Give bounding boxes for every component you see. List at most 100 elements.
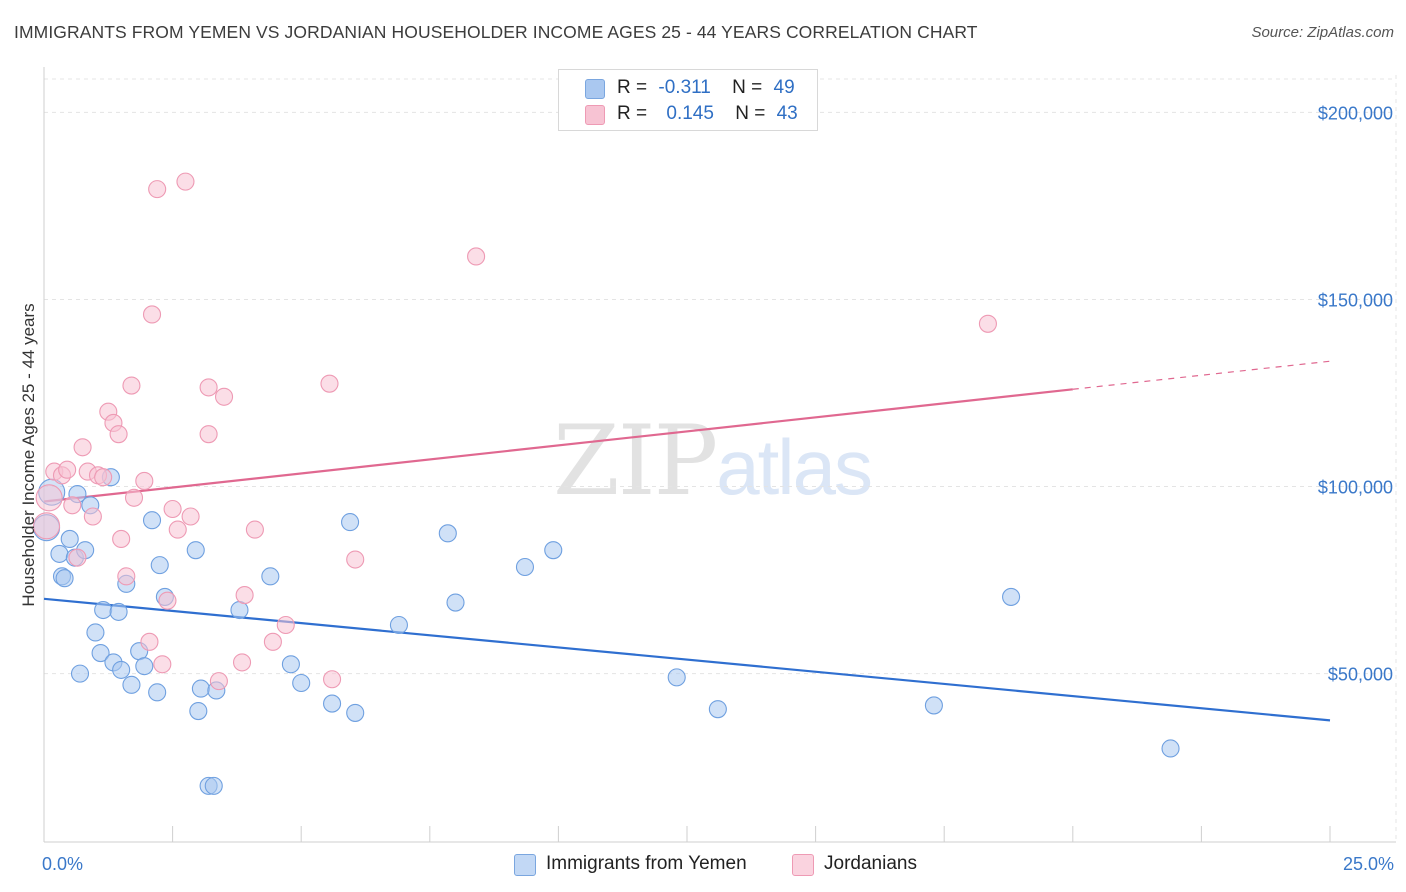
point-jordanians-21 (148, 180, 167, 199)
point-jordanians-25 (168, 520, 187, 539)
trend-lines (43, 360, 1331, 722)
trend-line-dashed-1 (1072, 360, 1331, 390)
point-jordanians-34 (245, 520, 264, 539)
point-yemen-21 (135, 657, 154, 676)
point-jordanians-27 (181, 507, 200, 526)
y-tick-label: $150,000 (1318, 290, 1393, 310)
point-jordanians-16 (122, 376, 141, 395)
point-jordanians-42 (35, 484, 63, 512)
chart-source: Source: ZipAtlas.com (1251, 24, 1394, 41)
point-yemen-8 (70, 664, 90, 683)
point-yemen-36 (323, 694, 342, 713)
point-yemen-12 (91, 644, 110, 663)
axis-labels: $50,000 $100,000 $150,000 $200,000 0.0% 25.0%… (19, 103, 1394, 874)
point-jordanians-0 (33, 512, 61, 540)
chart-title: IMMIGRANTS FROM YEMEN VS JORDANIAN HOUSE… (14, 22, 978, 42)
point-yemen-44 (667, 668, 686, 687)
legend-swatch-jordanians (585, 105, 605, 125)
point-jordanians-29 (199, 378, 218, 397)
point-yemen-33 (261, 567, 280, 586)
point-yemen-27 (189, 701, 208, 721)
legend-n-label: N = (732, 77, 763, 98)
point-yemen-2 (50, 544, 69, 563)
watermark-atlas: atlas (716, 423, 873, 511)
trend-line-0 (43, 597, 1331, 722)
point-jordanians-17 (124, 488, 144, 507)
legend-r-label: R = (617, 77, 648, 98)
point-yemen-22 (142, 511, 162, 530)
point-yemen-24 (150, 556, 169, 575)
legend-n-value-jordanians: 43 (776, 103, 798, 124)
point-jordanians-26 (176, 172, 195, 191)
point-yemen-34 (281, 655, 300, 674)
point-yemen-41 (446, 593, 465, 612)
point-yemen-32 (230, 600, 249, 620)
legend-bottom-label-jordanians: Jordanians (824, 853, 917, 874)
point-jordanians-22 (153, 655, 172, 674)
watermark-zip: ZIP (553, 405, 718, 517)
point-jordanians-41 (978, 314, 997, 333)
legend-r-label: R = (617, 103, 648, 124)
point-jordanians-14 (112, 529, 131, 548)
legend-bottom-swatch-yemen (514, 854, 536, 876)
y-tick-label: $100,000 (1318, 478, 1393, 498)
point-yemen-13 (94, 600, 113, 620)
point-yemen-40 (438, 524, 457, 543)
point-jordanians-37 (320, 374, 339, 393)
y-tick-label: $200,000 (1318, 103, 1393, 123)
point-yemen-17 (112, 660, 131, 679)
point-jordanians-4 (63, 496, 82, 515)
point-jordanians-5 (68, 548, 87, 567)
point-yemen-38 (346, 703, 365, 722)
point-yemen-19 (122, 675, 141, 694)
point-jordanians-10 (94, 468, 113, 487)
point-jordanians-39 (346, 550, 365, 569)
point-jordanians-35 (263, 632, 282, 651)
point-yemen-30 (204, 776, 223, 795)
point-jordanians-28 (199, 425, 218, 444)
point-jordanians-15 (117, 567, 136, 586)
legend-swatch-yemen (585, 79, 605, 99)
point-jordanians-33 (235, 586, 254, 605)
point-jordanians-24 (163, 499, 182, 519)
point-jordanians-3 (58, 460, 77, 479)
point-jordanians-38 (323, 670, 342, 689)
point-jordanians-31 (214, 387, 234, 406)
trend-line-solid-1 (43, 388, 1073, 503)
point-yemen-42 (515, 557, 535, 577)
point-yemen-47 (1002, 587, 1021, 606)
point-jordanians-18 (135, 471, 154, 490)
point-yemen-23 (148, 683, 167, 702)
point-jordanians-30 (209, 672, 228, 691)
point-yemen-28 (191, 679, 210, 698)
point-yemen-39 (389, 615, 408, 635)
point-yemen-37 (341, 513, 360, 532)
legend-n-value-yemen: 49 (773, 77, 795, 98)
point-yemen-16 (109, 602, 128, 621)
y-axis-title: Householder Income Ages 25 - 44 years (19, 303, 38, 606)
point-jordanians-23 (158, 591, 177, 610)
watermark: ZIPatlas (553, 405, 873, 517)
y-tick-label: $50,000 (1328, 665, 1393, 685)
x-tick-label-end: 25.0% (1343, 854, 1394, 874)
point-yemen-48 (1161, 739, 1180, 758)
point-jordanians-20 (142, 305, 162, 324)
point-jordanians-13 (109, 425, 128, 444)
point-jordanians-36 (276, 615, 295, 635)
x-tick-label-start: 0.0% (42, 854, 83, 874)
point-jordanians-40 (467, 247, 486, 266)
grid-lines (44, 75, 1397, 842)
legend-n-label: N = (735, 103, 766, 124)
legend-r-value-yemen: -0.311 (658, 77, 711, 98)
point-yemen-35 (292, 673, 311, 693)
point-jordanians-19 (140, 632, 159, 651)
legend-bottom-label-yemen: Immigrants from Yemen (546, 853, 747, 874)
point-jordanians-32 (232, 653, 252, 672)
point-yemen-45 (708, 700, 727, 719)
data-points (33, 172, 1180, 795)
legend-bottom-swatch-jordanians (792, 854, 814, 876)
point-yemen-5 (60, 529, 79, 548)
point-jordanians-8 (83, 507, 102, 526)
point-yemen-11 (86, 623, 105, 642)
